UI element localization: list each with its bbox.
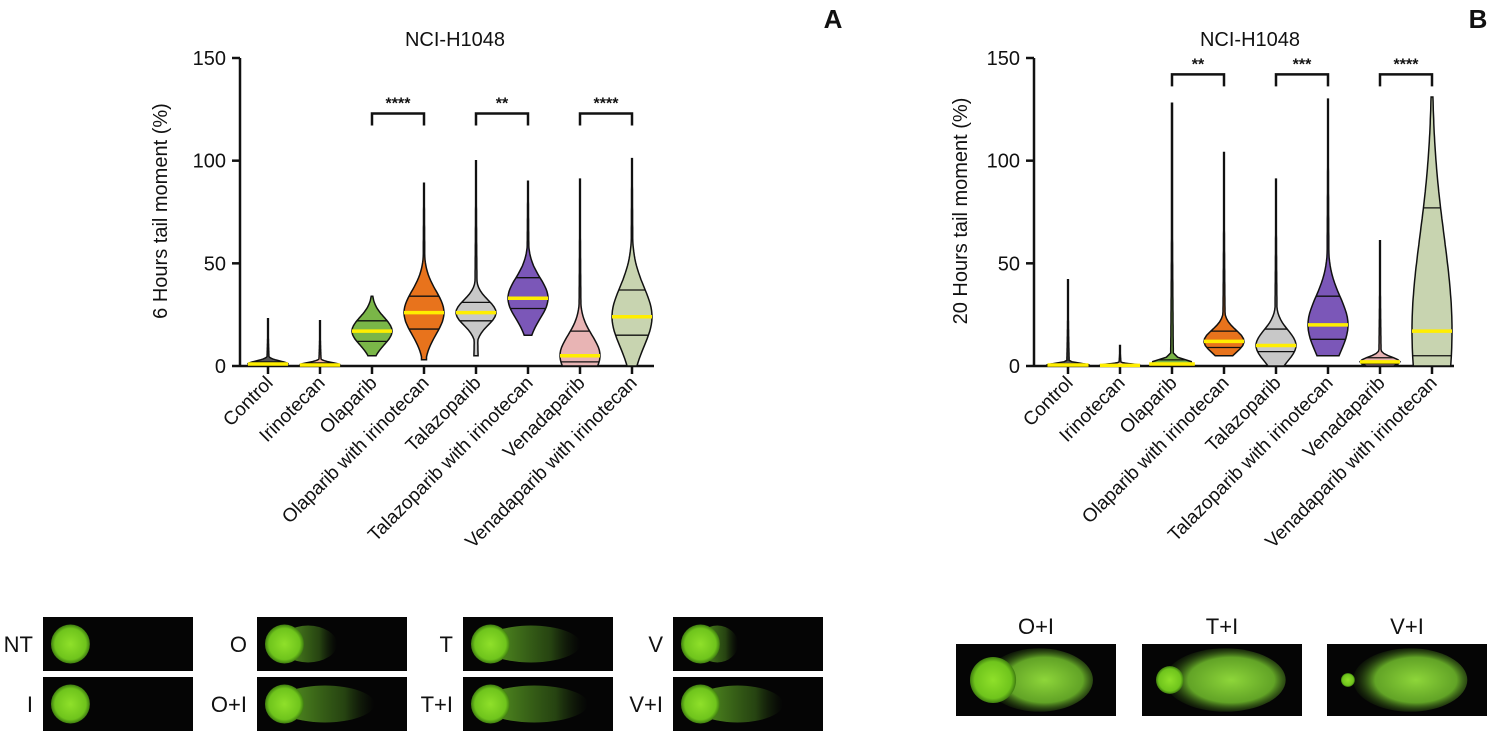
panel-b-title: NCI-H1048 — [1200, 29, 1300, 51]
violin-body — [403, 182, 445, 361]
comet-tail — [985, 648, 1093, 712]
violin-body — [299, 320, 341, 367]
comet-head — [681, 624, 720, 664]
comet-head — [681, 684, 720, 724]
y-tick-label: 100 — [987, 151, 1020, 173]
comet-head — [1341, 673, 1355, 687]
comet-head — [471, 624, 510, 664]
comet-head — [265, 684, 304, 724]
y-tick-label: 0 — [215, 356, 226, 378]
comet-label: NT — [4, 632, 33, 657]
violin-body — [1358, 239, 1402, 367]
significance-bracket — [1274, 73, 1330, 87]
significance-bracket — [1378, 73, 1434, 87]
significance-bracket — [1170, 73, 1226, 87]
significance-label: **** — [1394, 56, 1420, 73]
violin-body — [559, 178, 601, 367]
y-tick-label: 150 — [987, 48, 1020, 70]
significance-label: *** — [1293, 56, 1312, 73]
comet-head — [51, 684, 90, 724]
comet-label: O+I — [1018, 614, 1054, 639]
panel-b-chart: NCI-H1048 B 20 Hours tail moment (%) 0 50… — [950, 4, 1487, 553]
panel-a-comet-images: NT O T V I O+I T+I V+I — [4, 617, 823, 731]
y-tick-label: 50 — [204, 253, 226, 275]
comet-head — [471, 684, 510, 724]
comet-label: T+I — [421, 692, 453, 717]
y-tick-label: 0 — [1009, 356, 1020, 378]
significance-bracket — [474, 112, 530, 126]
violin-body — [351, 295, 393, 357]
violin-body — [455, 159, 497, 357]
comet-label: I — [27, 692, 33, 717]
panel-b-y-axis-label: 20 Hours tail moment (%) — [950, 98, 972, 325]
comet-label: V+I — [629, 692, 663, 717]
comet-tail — [1353, 648, 1468, 712]
comet-head — [265, 624, 304, 664]
violin-body — [1045, 279, 1091, 367]
panel-a-chart: NCI-H1048 A 6 Hours tail moment (%) 0 50 1… — [150, 4, 843, 553]
y-tick-label: 100 — [193, 151, 226, 173]
significance-label: ** — [1192, 56, 1205, 73]
significance-bracket — [578, 112, 634, 126]
violin-body — [1307, 98, 1349, 357]
violin-body — [247, 318, 289, 367]
panel-a-y-axis-label: 6 Hours tail moment (%) — [150, 103, 172, 319]
panel-a-title: NCI-H1048 — [405, 29, 505, 51]
comet-head — [970, 656, 1017, 704]
comet-tail — [1164, 648, 1286, 712]
panel-a-letter: A — [824, 4, 843, 34]
comet-label: O+I — [211, 692, 247, 717]
violin-body — [1255, 178, 1297, 367]
y-tick-label: 150 — [193, 48, 226, 70]
violin-body — [611, 157, 653, 367]
violin-body — [1203, 151, 1245, 357]
violin-body — [1098, 344, 1142, 367]
significance-bracket — [370, 112, 426, 126]
significance-label: **** — [594, 95, 620, 112]
panel-b-letter: B — [1469, 4, 1488, 34]
y-tick-label: 50 — [998, 253, 1020, 275]
comet-head — [51, 624, 90, 664]
comet-label: O — [230, 632, 247, 657]
comet-label: V+I — [1390, 614, 1424, 639]
violin-body — [1151, 102, 1193, 367]
violin-body — [1411, 96, 1453, 367]
panel-b-comet-images: O+I T+I V+I — [956, 614, 1487, 716]
comet-label: V — [648, 632, 663, 657]
comet-head — [1156, 666, 1184, 694]
significance-label: **** — [386, 95, 412, 112]
comet-label: T — [440, 632, 453, 657]
comet-label: T+I — [1206, 614, 1238, 639]
violin-body — [507, 180, 549, 336]
significance-label: ** — [496, 95, 509, 112]
